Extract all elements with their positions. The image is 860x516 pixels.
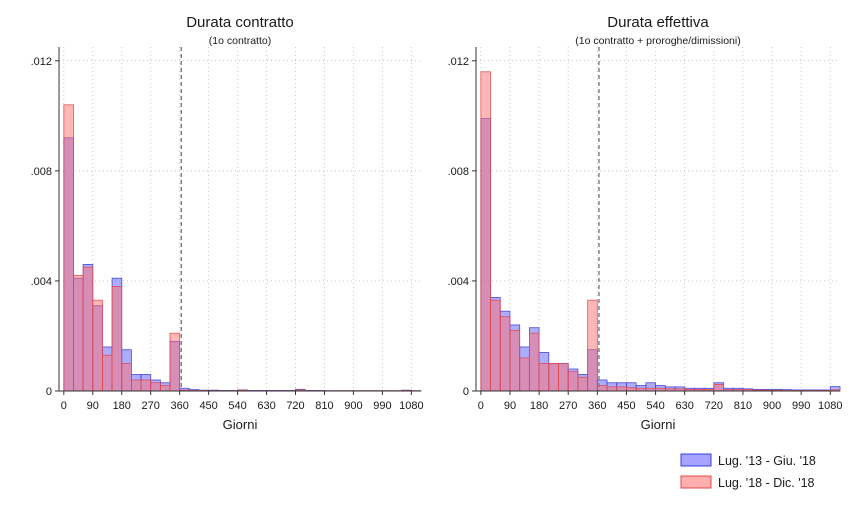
panel-1-xlabel: Giorni	[223, 417, 258, 432]
legend: Lug. '13 - Giu. '18 Lug. '18 - Dic. '18	[680, 453, 816, 490]
y-tick-label: .008	[31, 166, 52, 178]
x-tick-label: 900	[344, 400, 362, 412]
legend-swatch-series-1	[680, 453, 712, 467]
panel-1-title: Durata contratto	[186, 14, 294, 31]
panel-1-subtitle: (1o contratto)	[209, 35, 271, 47]
bar-series-2	[713, 383, 724, 392]
y-tick-label: .012	[31, 56, 52, 68]
panel-2-title: Durata effettiva	[607, 14, 709, 31]
bar-series-2	[558, 363, 569, 392]
bar-series-2	[548, 363, 559, 392]
x-tick-label: 540	[646, 400, 664, 412]
y-tick-label: .012	[448, 56, 469, 68]
x-tick-label: 720	[286, 400, 304, 412]
bar-series-2	[577, 376, 589, 392]
x-tick-label: 0	[478, 400, 484, 412]
bar-series-2	[63, 104, 74, 392]
bar-series-2	[480, 71, 491, 392]
x-tick-label: 990	[792, 400, 810, 412]
legend-label-series-2: Lug. '18 - Dic. '18	[718, 476, 815, 490]
bar-series-2	[519, 357, 530, 392]
x-tick-label: 630	[676, 400, 694, 412]
bar-series-2	[92, 299, 103, 392]
bar-series-2	[73, 275, 84, 392]
x-tick-label: 270	[559, 400, 577, 412]
bar-series-2	[150, 382, 161, 392]
x-tick-label: 900	[763, 400, 781, 412]
y-tick-label: .004	[448, 276, 469, 288]
bar-series-2	[606, 386, 618, 392]
x-tick-label: 360	[588, 400, 606, 412]
x-tick-label: 720	[705, 400, 723, 412]
bar-series-2	[111, 286, 123, 392]
x-tick-label: 360	[170, 400, 188, 412]
x-tick-label: 1080	[818, 400, 842, 412]
y-tick-label: .004	[31, 276, 52, 288]
bar-series-2	[528, 332, 540, 392]
x-tick-label: 450	[199, 400, 217, 412]
legend-swatch-series-2	[680, 475, 712, 489]
x-tick-label: 1080	[399, 400, 423, 412]
bar-series-2	[121, 363, 132, 392]
y-tick-label: 0	[463, 386, 469, 398]
bar-series-2	[567, 371, 579, 392]
panel-2-xlabel: Giorni	[641, 417, 676, 432]
panel-1-plot: 0 .004 .008 .012 0 90 180 270 360 450 540 630 720 810…	[31, 47, 424, 412]
x-tick-label: 90	[504, 400, 516, 412]
bar-series-2	[140, 379, 152, 392]
y-tick-label: 0	[46, 386, 52, 398]
bar-series-2	[538, 363, 550, 392]
x-tick-label: 990	[373, 400, 391, 412]
y-tick-label: .008	[448, 166, 469, 178]
bar-series-2	[159, 385, 171, 392]
x-tick-label: 180	[113, 400, 131, 412]
bar-series-2	[587, 299, 598, 392]
x-tick-label: 540	[228, 400, 246, 412]
x-tick-label: 810	[315, 400, 333, 412]
legend-label-series-1: Lug. '13 - Giu. '18	[718, 454, 816, 468]
bar-series-2	[130, 379, 142, 392]
panel-2-plot: 0 .004 .008 .012 0 90 180 270 360 450 540 630 720 810…	[448, 47, 843, 412]
bar-series-2	[169, 332, 181, 392]
bar-series-2	[102, 354, 113, 392]
bar-series-2	[82, 266, 94, 392]
bar-series-2	[509, 330, 521, 392]
x-tick-label: 630	[257, 400, 275, 412]
panel-2-subtitle: (1o contratto + proroghe/dimissioni)	[575, 35, 740, 47]
x-tick-label: 0	[61, 400, 67, 412]
x-tick-label: 270	[142, 400, 160, 412]
x-tick-label: 90	[87, 400, 99, 412]
bar-series-2	[616, 386, 627, 392]
bar-series-2	[490, 299, 501, 392]
x-tick-label: 450	[617, 400, 635, 412]
bar-series-2	[499, 316, 511, 392]
x-tick-label: 180	[530, 400, 548, 412]
x-tick-label: 810	[734, 400, 752, 412]
